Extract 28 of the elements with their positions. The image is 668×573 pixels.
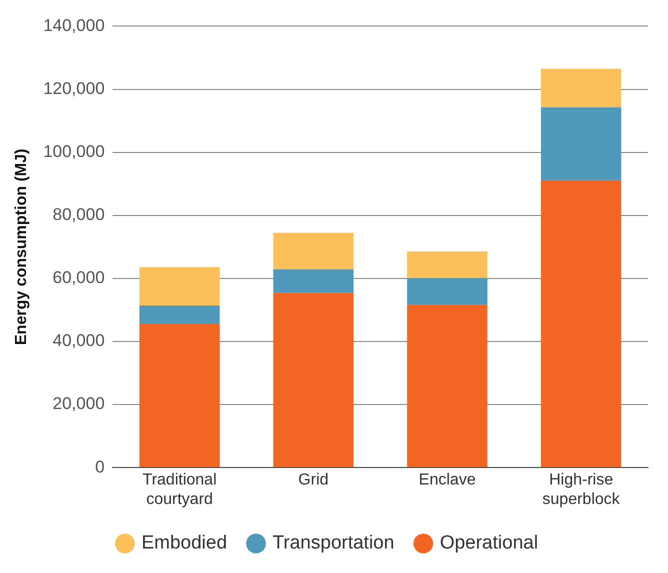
y-tick-label: 60,000	[52, 268, 105, 288]
x-tick-label: Enclave	[418, 472, 476, 489]
y-tick-label: 140,000	[43, 16, 105, 35]
y-tick-label: 80,000	[52, 205, 105, 224]
bar	[540, 68, 622, 108]
y-tick-label: 0	[95, 457, 105, 476]
bar	[540, 180, 622, 468]
x-tick-label: Grid	[298, 472, 329, 489]
bar	[407, 278, 488, 305]
bar	[273, 292, 354, 468]
bar	[139, 306, 220, 324]
legend-label: Transportation	[272, 532, 394, 554]
bar	[139, 267, 220, 306]
legend-label: Operational	[440, 532, 538, 554]
x-tick-label: High-rise superblock	[542, 472, 621, 508]
bar	[407, 304, 488, 468]
y-tick-label: 20,000	[52, 394, 105, 414]
bar	[139, 324, 220, 468]
bar	[273, 232, 354, 270]
y-tick-label: 40,000	[52, 331, 105, 350]
bar	[540, 107, 622, 180]
y-tick-label: 100,000	[43, 142, 105, 161]
y-axis-title: Energy consumption (MJ)	[13, 148, 30, 346]
bar	[407, 251, 488, 278]
x-tick-label: Traditional courtyard	[142, 472, 217, 508]
legend-label: Embodied	[141, 532, 228, 554]
bar	[273, 269, 354, 293]
y-tick-label: 120,000	[43, 78, 105, 98]
